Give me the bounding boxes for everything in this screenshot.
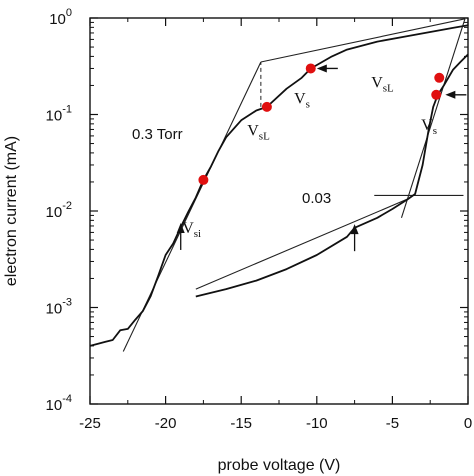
highlight-point [305, 63, 316, 74]
y-tick-exponent: -3 [62, 297, 72, 309]
y-tick-exponent: 0 [66, 7, 72, 19]
voltage-label-sub: s [306, 99, 310, 111]
voltage-label-main: V [182, 220, 194, 237]
y-tick-label: 100 [49, 7, 72, 28]
x-tick-label: -20 [155, 415, 177, 432]
plot-area [89, 17, 469, 405]
voltage-label: VsL [247, 122, 270, 142]
data-series [89, 24, 469, 347]
x-tick-label: -10 [306, 415, 328, 432]
arrow-head [350, 224, 359, 235]
arrow-head [445, 90, 456, 99]
voltage-label-sub: s [433, 125, 437, 137]
y-tick-label: 10-4 [46, 393, 72, 414]
voltage-label-main: V [247, 122, 259, 139]
fit-line [195, 197, 410, 290]
x-tick-label: -15 [230, 415, 252, 432]
voltage-label: Vsi [182, 220, 201, 240]
highlight-point [198, 174, 209, 185]
arrow-head [316, 64, 327, 73]
voltage-label-sub: sL [259, 130, 270, 142]
highlight-point [431, 89, 442, 100]
x-tick-label: -25 [79, 415, 101, 432]
fit-lines [122, 18, 466, 352]
curve-label-0.3-torr: 0.3 Torr [132, 126, 183, 143]
curve-label-0.03: 0.03 [302, 190, 331, 207]
y-tick-label: 10-3 [46, 297, 72, 318]
voltage-label-sub: sL [383, 82, 394, 94]
x-tick-label: 0 [464, 415, 472, 432]
y-tick-exponent: -4 [62, 393, 72, 405]
fit-line [400, 18, 466, 218]
y-axis-title: electron current (mA) [3, 136, 20, 286]
voltage-label-main: V [421, 117, 433, 134]
voltage-label: Vs [421, 117, 437, 137]
series-line [195, 53, 469, 298]
voltage-label-main: V [294, 91, 306, 108]
voltage-label-sub: si [194, 228, 201, 240]
highlight-point [261, 101, 272, 112]
voltage-label-main: V [371, 74, 383, 91]
y-tick-exponent: -1 [62, 104, 72, 116]
x-tick-label: -5 [386, 415, 399, 432]
fit-line [260, 18, 466, 63]
plot-frame [89, 17, 469, 405]
y-tick-label: 10-2 [46, 200, 72, 221]
y-tick-label: 10-1 [46, 104, 72, 125]
series-line [89, 24, 469, 347]
highlight-point [434, 72, 445, 83]
voltage-label: VsL [371, 74, 394, 94]
arrow-head [176, 222, 185, 233]
markers [176, 63, 467, 252]
x-axis-title: probe voltage (V) [218, 457, 341, 474]
voltage-label: Vs [294, 91, 310, 111]
y-tick-exponent: -2 [62, 200, 72, 212]
